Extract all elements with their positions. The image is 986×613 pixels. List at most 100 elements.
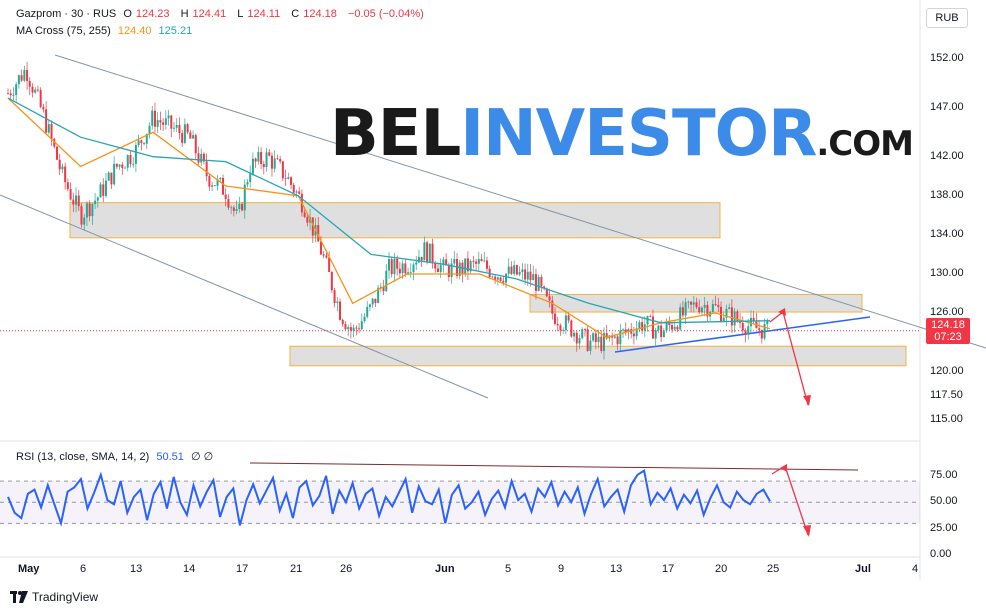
close-label: C (291, 8, 300, 20)
candle-body (12, 94, 15, 96)
candle-body (692, 302, 695, 305)
candle-body (407, 272, 410, 274)
candle-body (186, 124, 189, 133)
ma-label: MA Cross (75, 255) (16, 25, 111, 37)
candle-body (632, 333, 635, 337)
candle-body (758, 328, 761, 330)
candle-body (371, 298, 374, 305)
candle-body (311, 217, 314, 236)
price-tick-label: 117.50 (930, 389, 963, 402)
candle-body (575, 332, 578, 344)
price-tick-label: 147.00 (930, 100, 964, 113)
candle-body (202, 153, 205, 162)
candle-body (532, 274, 535, 281)
candle-body (66, 182, 69, 190)
candle-body (118, 164, 121, 167)
candle-body (257, 152, 260, 162)
candle-body (676, 326, 679, 330)
candle-body (85, 203, 88, 218)
candle-body (728, 307, 731, 309)
candle-body (23, 69, 26, 81)
candle-body (515, 265, 518, 275)
candle-body (507, 266, 510, 274)
rsi-arrowhead-up (780, 464, 787, 472)
candle-body (104, 180, 107, 196)
candle-body (7, 93, 9, 95)
time-tick-label: Jun (435, 563, 455, 575)
symbol-label: Gazprom · 30 · RUS (16, 8, 117, 20)
candle-body (42, 106, 45, 110)
ma-slow-value: 125.21 (158, 25, 193, 37)
candle-body (145, 133, 148, 144)
candle-body (224, 194, 227, 199)
candle-body (420, 256, 423, 261)
candle-body (730, 307, 733, 326)
candle-body (480, 259, 483, 262)
candle-body (355, 327, 358, 329)
rsi-tick-label: 50.00 (930, 495, 958, 508)
candle-body (227, 198, 230, 208)
candle-body (681, 307, 684, 316)
candle-body (586, 329, 589, 351)
candle-body (173, 127, 176, 129)
candle-body (221, 177, 224, 195)
candle-body (69, 189, 72, 200)
candle-body (485, 260, 488, 269)
arrowhead-down (803, 395, 811, 406)
candle-body (673, 326, 676, 330)
candle-body (213, 185, 216, 187)
open-value: 124.23 (135, 8, 170, 20)
candle-body (64, 166, 67, 183)
candle-body (703, 304, 706, 308)
candle-body (649, 315, 652, 317)
candle-body (183, 124, 186, 143)
candle-body (578, 338, 581, 344)
candle-body (529, 271, 532, 281)
rsi-header[interactable]: RSI (13, close, SMA, 14, 2) 50.51 ∅ ∅ (16, 450, 217, 463)
price-tick-label: 115.00 (930, 413, 963, 426)
tradingview-brand[interactable]: TradingView (10, 590, 98, 604)
candle-body (268, 152, 271, 156)
candle-body (159, 120, 162, 123)
candle-body (447, 265, 450, 278)
candle-body (132, 163, 135, 165)
candle-body (654, 330, 657, 339)
candle-body (254, 158, 257, 162)
currency-button[interactable]: RUB (926, 8, 968, 28)
candle-body (594, 333, 597, 343)
candle-body (390, 259, 393, 275)
candle-body (483, 260, 486, 262)
ma-header[interactable]: MA Cross (75, 255) 124.40 125.21 (16, 25, 196, 37)
candle-body (453, 259, 456, 264)
candle-body (545, 288, 548, 297)
candle-body (115, 163, 118, 167)
candle-body (290, 177, 293, 185)
candle-body (445, 259, 448, 266)
rsi-divergence-line (249, 462, 859, 471)
candle-body (284, 178, 287, 180)
candle-body (382, 286, 385, 292)
price-tick-label: 142.00 (930, 149, 964, 162)
candle-body (551, 300, 554, 314)
candle-body (589, 340, 592, 351)
candle-body (251, 158, 254, 174)
candle-body (349, 327, 352, 331)
candle-body (766, 320, 769, 325)
candle-body (385, 270, 388, 292)
candle-body (763, 324, 766, 339)
candle-body (96, 197, 99, 201)
candle-body (181, 133, 184, 143)
candle-body (211, 185, 214, 187)
rsi-extra: ∅ ∅ (190, 451, 214, 463)
candle-body (559, 325, 562, 331)
candle-body (153, 110, 156, 127)
candle-body (605, 333, 608, 339)
candle-body (564, 315, 567, 330)
candle-body (99, 184, 102, 198)
candle-body (477, 259, 480, 264)
candle-body (540, 276, 543, 287)
time-tick-label: 21 (290, 563, 303, 575)
candle-body (281, 161, 284, 179)
candle-body (9, 93, 12, 96)
